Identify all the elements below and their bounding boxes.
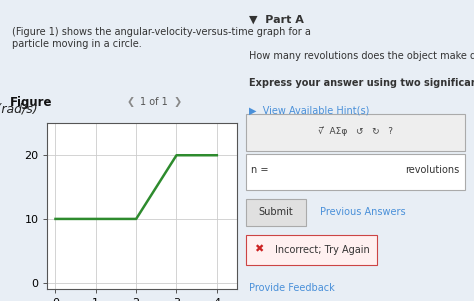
Text: Previous Answers: Previous Answers	[320, 207, 406, 217]
Text: Figure: Figure	[9, 96, 52, 109]
Text: (Figure 1) shows the angular-velocity-versus-time graph for a
particle moving in: (Figure 1) shows the angular-velocity-ve…	[12, 27, 311, 49]
Text: Provide Feedback: Provide Feedback	[249, 283, 335, 293]
FancyBboxPatch shape	[246, 154, 465, 190]
Text: Express your answer using two significant figures.: Express your answer using two significan…	[249, 78, 474, 88]
FancyBboxPatch shape	[246, 199, 306, 226]
Text: ▼  Part A: ▼ Part A	[249, 15, 304, 25]
FancyBboxPatch shape	[246, 235, 377, 265]
Text: √̅  AΣφ   ↺   ↻   ?: √̅ AΣφ ↺ ↻ ?	[318, 126, 393, 136]
Text: ✖: ✖	[254, 245, 263, 255]
Text: Submit: Submit	[259, 207, 293, 217]
Y-axis label: ω (rad/s): ω (rad/s)	[0, 102, 37, 115]
Text: ▶  View Available Hint(s): ▶ View Available Hint(s)	[249, 105, 369, 115]
Text: ❯: ❯	[173, 97, 182, 107]
FancyBboxPatch shape	[246, 114, 465, 150]
Text: n =: n =	[251, 165, 269, 175]
Text: revolutions: revolutions	[406, 165, 460, 175]
Text: 1 of 1: 1 of 1	[140, 97, 168, 107]
Text: How many revolutions does the object make during the first 4 s?: How many revolutions does the object mak…	[249, 51, 474, 61]
Text: Incorrect; Try Again: Incorrect; Try Again	[275, 245, 370, 255]
Text: ❮: ❮	[126, 97, 135, 107]
